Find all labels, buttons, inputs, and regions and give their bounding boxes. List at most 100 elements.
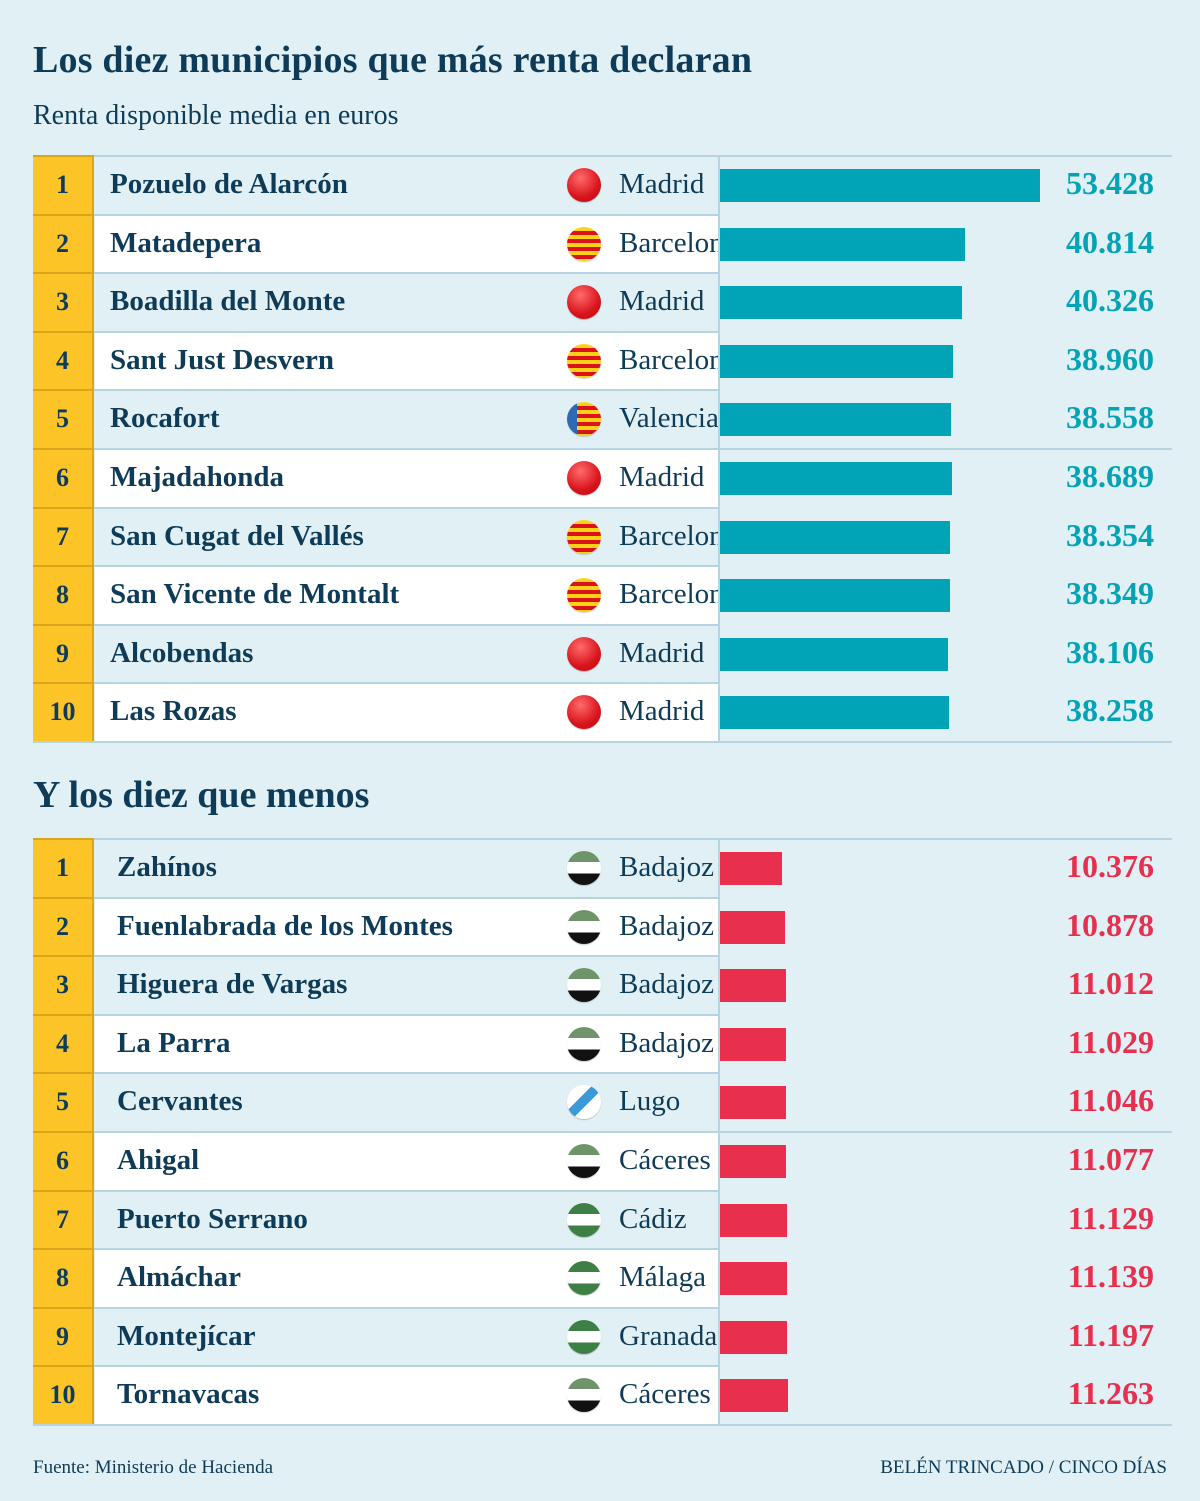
row-info: Alcobendas Madrid xyxy=(95,626,718,683)
catalonia-flag-icon xyxy=(567,519,601,554)
row-info: Cervantes Lugo xyxy=(95,1074,718,1131)
row-info: Pozuelo de Alarcón Madrid xyxy=(95,157,718,214)
source-note: Fuente: Ministerio de Hacienda xyxy=(33,1457,274,1478)
row-info: Montejícar Granada xyxy=(95,1309,718,1366)
row-info: San Cugat del Vallés Barcelona xyxy=(95,509,737,566)
municipality-name: Cervantes xyxy=(117,1085,243,1118)
municipality-name: Ahigal xyxy=(117,1143,200,1176)
province-name: Madrid xyxy=(619,460,705,493)
bar-area: 38.106 xyxy=(718,625,1174,683)
row-info: Matadepera Barcelona xyxy=(95,215,737,273)
row-info: Tornavacas Cáceres xyxy=(95,1367,718,1424)
table-row: 8 San Vicente de Montalt Barcelona 38.34… xyxy=(33,565,1172,624)
municipality-name: Sant Just Desvern xyxy=(110,343,334,376)
madrid-flag-icon xyxy=(567,460,601,495)
municipality-name: San Cugat del Vallés xyxy=(110,519,364,552)
value-label: 10.376 xyxy=(1066,848,1154,884)
row-info: Almáchar Málaga xyxy=(95,1250,718,1307)
municipality-name: San Vicente de Montalt xyxy=(110,578,400,611)
credit: BELÉN TRINCADO / CINCO DÍAS xyxy=(880,1457,1167,1478)
municipality-name: Almáchar xyxy=(117,1261,242,1294)
rank-number: 5 xyxy=(33,1072,94,1131)
table-row: 10 Las Rozas Madrid 38.258 xyxy=(33,682,1172,741)
table-bottom-rule xyxy=(33,740,1172,743)
rank-number: 4 xyxy=(33,1013,94,1073)
bar-area: 11.029 xyxy=(718,1015,1174,1073)
province-name: Málaga xyxy=(619,1261,706,1294)
province-name: Badajoz xyxy=(619,851,715,883)
row-info: Sant Just Desvern Barcelona xyxy=(95,332,737,390)
table-bottom-rule xyxy=(33,1423,1172,1426)
value-label: 38.354 xyxy=(1066,516,1154,553)
value-bar xyxy=(720,1320,788,1354)
rank-number: 6 xyxy=(33,1130,94,1190)
extremadura-flag-icon xyxy=(567,1378,601,1413)
rank-number: 3 xyxy=(33,272,94,331)
table-row: 4 Sant Just Desvern Barcelona 38.960 xyxy=(33,330,1174,390)
value-label: 11.197 xyxy=(1067,1316,1154,1353)
row-info: Majadahonda Madrid xyxy=(95,449,718,507)
row-info: Ahigal Cáceres xyxy=(95,1132,718,1190)
table-row: 4 La Parra Badajoz 11.029 xyxy=(33,1013,1174,1073)
bar-area: 40.814 xyxy=(718,215,1174,273)
province-name: Cádiz xyxy=(619,1202,687,1235)
municipality-name: Zahínos xyxy=(117,851,217,883)
municipality-name: Boadilla del Monte xyxy=(110,285,346,318)
valencia-flag-icon xyxy=(567,402,601,437)
municipality-name: Higuera de Vargas xyxy=(117,968,348,1001)
chart-title: Los diez municipios que más renta declar… xyxy=(33,39,753,81)
row-info: Puerto Serrano Cádiz xyxy=(95,1192,718,1249)
table-row: 9 Montejícar Granada 11.197 xyxy=(33,1306,1174,1366)
value-label: 11.046 xyxy=(1067,1082,1154,1119)
bar-area: 38.349 xyxy=(718,567,1174,624)
row-info: Fuenlabrada de los Montes Badajoz xyxy=(95,898,718,956)
value-bar xyxy=(720,579,950,613)
rank-number: 9 xyxy=(33,623,94,683)
rank-number: 8 xyxy=(33,565,94,624)
province-name: Badajoz xyxy=(619,1026,715,1059)
rank-number: 1 xyxy=(33,155,94,214)
andalusia-flag-icon xyxy=(567,1319,601,1354)
municipality-name: Pozuelo de Alarcón xyxy=(110,168,348,200)
table-row: 6 Ahigal Cáceres 11.077 xyxy=(33,1130,1172,1190)
value-bar xyxy=(720,344,954,378)
rank-number: 4 xyxy=(33,330,94,390)
rank-number: 2 xyxy=(33,896,94,956)
bar-area: 10.376 xyxy=(718,840,1174,897)
table-row: 9 Alcobendas Madrid 38.106 xyxy=(33,623,1174,683)
bar-area: 40.326 xyxy=(718,274,1174,331)
bar-area: 38.354 xyxy=(718,508,1174,566)
municipality-name: Majadahonda xyxy=(110,460,285,493)
bar-area: 38.558 xyxy=(718,391,1174,448)
value-label: 11.129 xyxy=(1067,1199,1154,1236)
province-name: Cáceres xyxy=(619,1143,711,1176)
municipality-name: Fuenlabrada de los Montes xyxy=(117,909,453,942)
value-label: 11.139 xyxy=(1067,1258,1154,1295)
rank-number: 10 xyxy=(33,682,94,741)
province-name: Granada xyxy=(619,1319,718,1352)
rank-number: 3 xyxy=(33,955,94,1014)
value-bar xyxy=(720,637,949,671)
top-ten-table: 1 Pozuelo de Alarcón Madrid 53.428 2 Mat… xyxy=(33,155,1172,743)
bar-area: 38.960 xyxy=(718,332,1174,390)
value-label: 38.689 xyxy=(1066,457,1154,494)
bar-area: 10.878 xyxy=(718,898,1174,956)
value-bar xyxy=(720,969,786,1003)
province-name: Cáceres xyxy=(619,1378,711,1411)
rank-number: 1 xyxy=(33,838,94,897)
bar-area: 11.197 xyxy=(718,1308,1174,1366)
bar-area: 11.046 xyxy=(718,1074,1174,1131)
value-bar xyxy=(720,910,786,944)
value-bar xyxy=(720,286,962,320)
table-row: 7 Puerto Serrano Cádiz 11.129 xyxy=(33,1189,1172,1249)
row-info: Higuera de Vargas Badajoz xyxy=(95,957,718,1014)
value-bar xyxy=(720,1262,787,1296)
bar-area: 11.139 xyxy=(718,1250,1174,1307)
province-name: Badajoz xyxy=(619,909,715,942)
province-name: Barcelona xyxy=(619,578,737,611)
value-bar xyxy=(720,403,951,437)
table-row: 7 San Cugat del Vallés Barcelona 38.354 xyxy=(33,506,1174,566)
rank-number: 8 xyxy=(33,1248,94,1307)
municipality-name: Las Rozas xyxy=(110,695,237,728)
